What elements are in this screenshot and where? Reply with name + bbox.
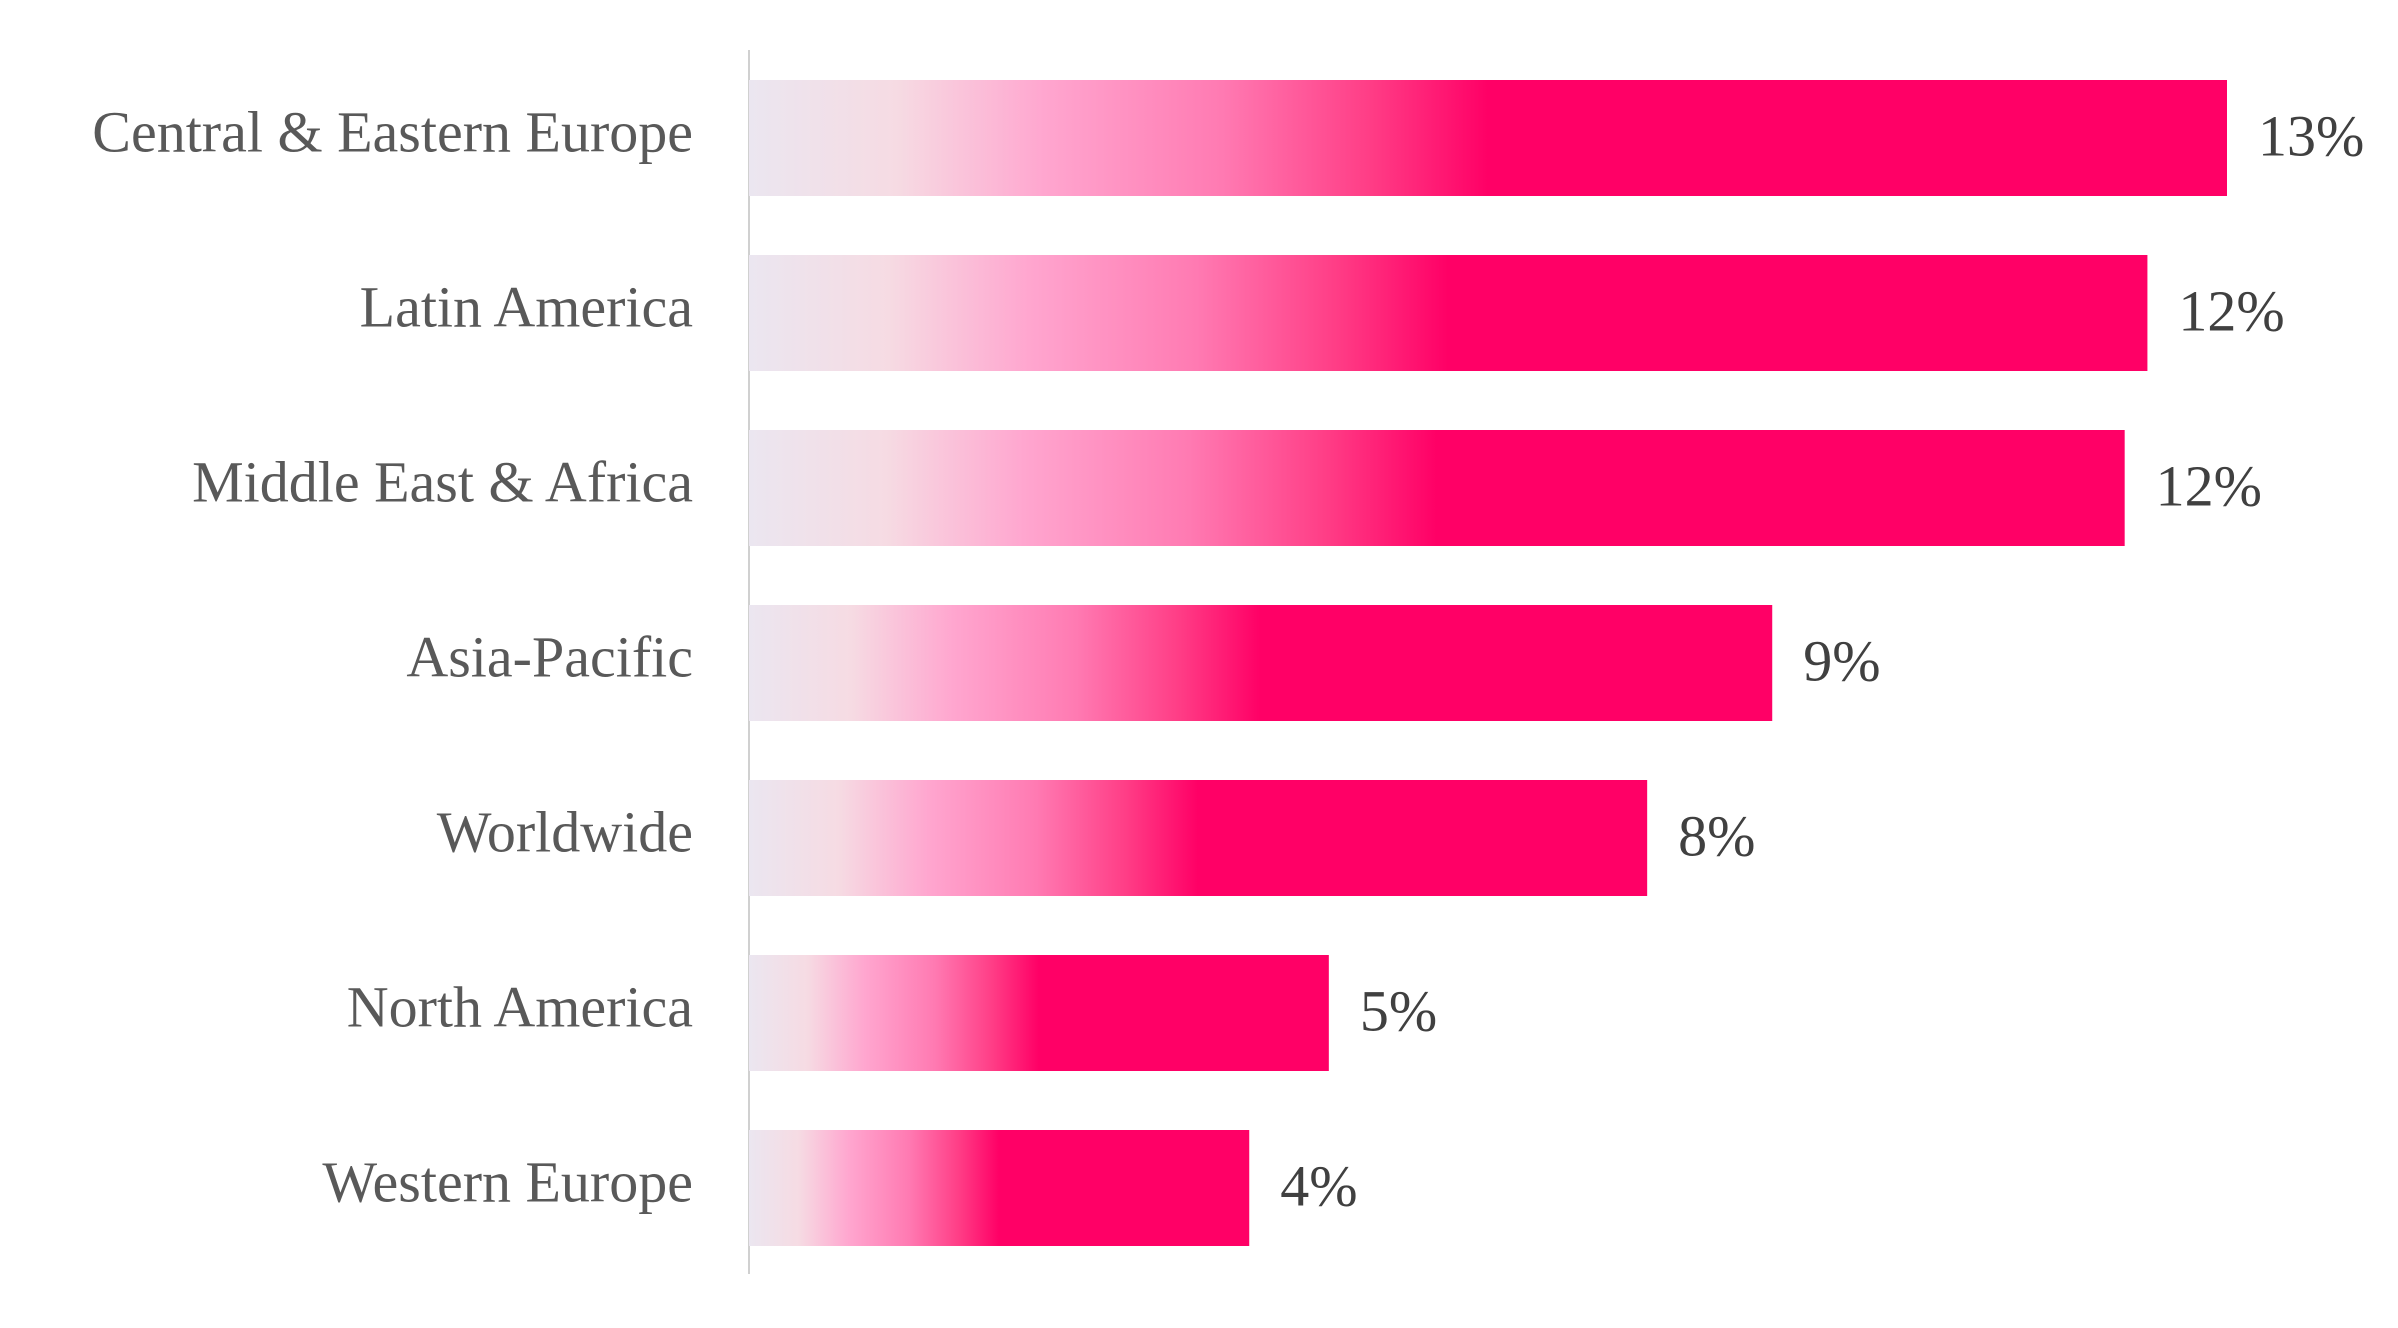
category-label: Central & Eastern Europe	[92, 99, 693, 164]
bar	[749, 1130, 1250, 1246]
category-label: Western Europe	[322, 1149, 693, 1214]
value-label: 5%	[1360, 978, 1437, 1043]
category-label: Asia-Pacific	[406, 624, 693, 689]
bar	[749, 605, 1773, 721]
value-label: 4%	[1280, 1153, 1357, 1218]
category-label: Latin America	[360, 274, 693, 339]
value-label: 8%	[1678, 803, 1755, 868]
bar	[749, 430, 2125, 546]
bar	[749, 80, 2227, 196]
value-label: 9%	[1803, 628, 1880, 693]
category-label: Worldwide	[437, 799, 693, 864]
value-label: 13%	[2258, 103, 2364, 168]
category-label: North America	[347, 974, 693, 1039]
bar	[749, 780, 1648, 896]
value-label: 12%	[2178, 278, 2284, 343]
value-label: 12%	[2156, 453, 2262, 518]
bar	[749, 955, 1329, 1071]
category-label: Middle East & Africa	[192, 449, 693, 514]
bar	[749, 255, 2148, 371]
